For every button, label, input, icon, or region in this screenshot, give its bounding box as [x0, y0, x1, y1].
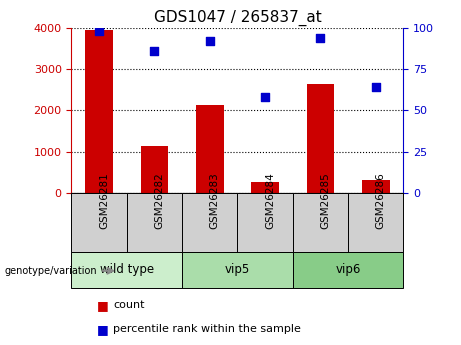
Point	[372, 85, 379, 90]
Bar	[362, 180, 390, 193]
FancyBboxPatch shape	[71, 193, 127, 252]
Bar	[196, 105, 224, 193]
FancyBboxPatch shape	[348, 193, 403, 252]
Point	[261, 95, 269, 100]
FancyBboxPatch shape	[293, 252, 403, 288]
Text: GSM26286: GSM26286	[376, 172, 386, 229]
Point	[151, 48, 158, 53]
Text: GSM26284: GSM26284	[265, 172, 275, 229]
FancyBboxPatch shape	[71, 252, 182, 288]
Point	[317, 35, 324, 40]
FancyBboxPatch shape	[293, 193, 348, 252]
FancyBboxPatch shape	[237, 193, 293, 252]
Text: GSM26283: GSM26283	[210, 172, 220, 229]
Text: ■: ■	[97, 299, 108, 312]
Text: ■: ■	[97, 323, 108, 336]
FancyBboxPatch shape	[182, 193, 237, 252]
Point	[206, 38, 213, 43]
Title: GDS1047 / 265837_at: GDS1047 / 265837_at	[154, 10, 321, 26]
Text: vip6: vip6	[335, 264, 361, 276]
Bar	[141, 146, 168, 193]
Bar	[307, 84, 334, 193]
Text: count: count	[113, 300, 144, 310]
Point	[95, 28, 103, 34]
Text: wild type: wild type	[100, 264, 154, 276]
Text: GSM26282: GSM26282	[154, 172, 165, 229]
Bar	[251, 181, 279, 193]
Text: percentile rank within the sample: percentile rank within the sample	[113, 325, 301, 334]
FancyBboxPatch shape	[182, 252, 293, 288]
Text: GSM26281: GSM26281	[99, 172, 109, 229]
FancyBboxPatch shape	[127, 193, 182, 252]
Bar	[85, 30, 113, 193]
Text: GSM26285: GSM26285	[320, 172, 331, 229]
Text: genotype/variation: genotype/variation	[5, 266, 97, 276]
Text: vip5: vip5	[225, 264, 250, 276]
